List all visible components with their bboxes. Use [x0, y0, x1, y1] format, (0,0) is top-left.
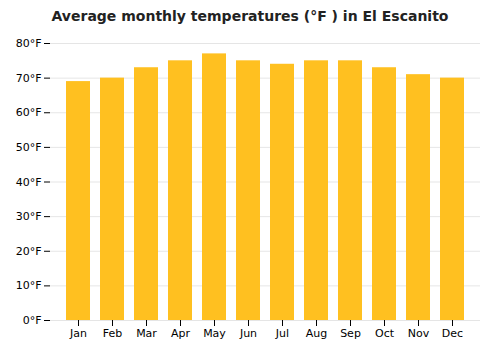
svg-text:40°F: 40°F: [16, 176, 42, 189]
svg-text:Mar: Mar: [136, 327, 157, 340]
svg-text:Aug: Aug: [306, 327, 327, 340]
svg-text:Feb: Feb: [103, 327, 122, 340]
svg-text:Sep: Sep: [340, 327, 361, 340]
svg-text:Oct: Oct: [375, 327, 395, 340]
svg-text:20°F: 20°F: [16, 245, 42, 258]
svg-text:10°F: 10°F: [16, 279, 42, 292]
html-text:Average monthly temperatures (: Average monthly temperatures (°F ) in El…: [51, 8, 449, 24]
svg-text:50°F: 50°F: [16, 141, 42, 154]
svg-text:0°F: 0°F: [23, 314, 42, 327]
svg-text:Jul: Jul: [275, 327, 289, 340]
svg-text:May: May: [203, 327, 226, 340]
svg-text:70°F: 70°F: [16, 72, 42, 85]
svg-text:Apr: Apr: [171, 327, 191, 340]
svg-text:Jun: Jun: [239, 327, 257, 340]
svg-text:60°F: 60°F: [16, 106, 42, 119]
svg-text:Dec: Dec: [442, 327, 463, 340]
svg-text:80°F: 80°F: [16, 37, 42, 50]
svg-text:30°F: 30°F: [16, 210, 42, 223]
svg-text:Jan: Jan: [69, 327, 87, 340]
svg-text:Nov: Nov: [408, 327, 430, 340]
